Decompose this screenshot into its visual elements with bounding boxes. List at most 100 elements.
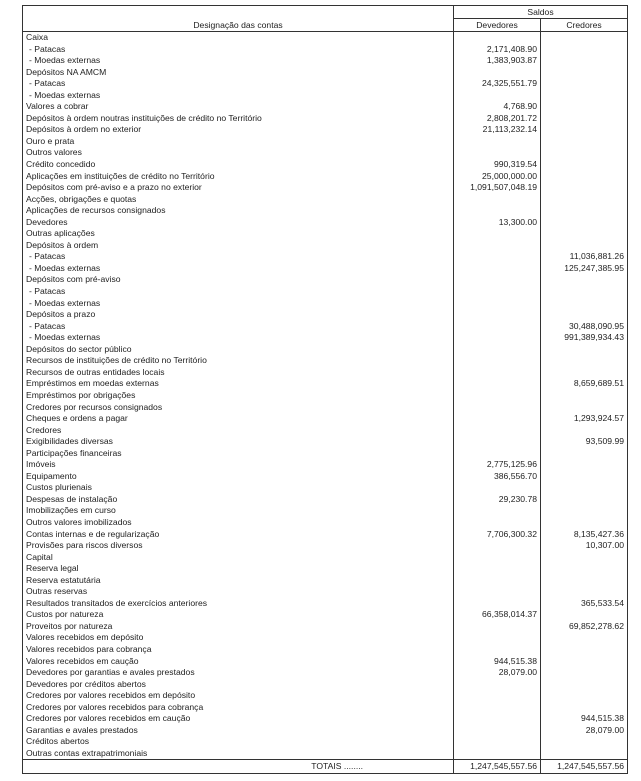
table-row: Depósitos à ordem <box>22 239 628 252</box>
credores-value <box>540 170 628 183</box>
totals-credores: 1,247,545,557.56 <box>540 759 628 775</box>
devedores-value <box>453 320 541 333</box>
credores-value <box>540 182 628 194</box>
account-name: Devedores por créditos abertos <box>22 678 454 691</box>
account-name: Outras contas extrapatrimoniais <box>22 747 454 760</box>
table-row: Depósitos do sector público <box>22 343 628 356</box>
devedores-value <box>453 262 541 275</box>
devedores-value <box>453 147 541 160</box>
account-name: Valores recebidos em caução <box>22 655 454 668</box>
account-name: Empréstimos por obrigações <box>22 389 454 402</box>
credores-value <box>540 343 628 356</box>
table-row: Contas internas e de regularização 7,706,… <box>22 528 628 541</box>
devedores-value: 1,091,507,048.19 <box>453 182 541 194</box>
credores-value: 10,307.00 <box>540 540 628 552</box>
account-name: Exigibilidades diversas <box>22 436 454 448</box>
account-name: Resultados transitados de exercícios ant… <box>22 597 454 610</box>
account-name: - Patacas <box>22 286 454 298</box>
table-row: Credores <box>22 424 628 437</box>
table-row: Outras contas extrapatrimoniais <box>22 747 628 760</box>
table-row: Depósitos à ordem no exterior 21,113,232.… <box>22 124 628 136</box>
table-row: Despesas de instalação 29,230.78 <box>22 493 628 506</box>
account-name: Depósitos à ordem <box>22 239 454 252</box>
devedores-value <box>453 251 541 263</box>
devedores-value <box>453 389 541 402</box>
devedores-value <box>453 690 541 702</box>
table-row: - Moedas externas 125,247,385.95 <box>22 262 628 275</box>
account-name: - Patacas <box>22 78 454 90</box>
account-name: Garantias e avales prestados <box>22 724 454 737</box>
credores-value: 28,079.00 <box>540 724 628 737</box>
credores-value <box>540 459 628 471</box>
devedores-value <box>453 66 541 79</box>
credores-value: 991,389,934.43 <box>540 332 628 344</box>
table-row: Equipamento 386,556.70 <box>22 470 628 483</box>
credores-value: 365,533.54 <box>540 597 628 610</box>
devedores-value <box>453 632 541 644</box>
table-row: Depósitos com pré-aviso e a prazo no ext… <box>22 182 628 194</box>
table-row: Imobilizações em curso <box>22 505 628 517</box>
devedores-value <box>453 413 541 425</box>
table-row: Outras reservas <box>22 586 628 598</box>
credores-value <box>540 574 628 587</box>
table-row: Depósitos a prazo <box>22 309 628 321</box>
credores-value <box>540 516 628 529</box>
account-name: - Patacas <box>22 320 454 333</box>
table-row: Empréstimos por obrigações <box>22 389 628 402</box>
table-row: Crédito concedido 990,319.54 <box>22 159 628 171</box>
account-name: Depósitos à ordem no exterior <box>22 124 454 136</box>
header-credores: Credores <box>540 18 628 32</box>
account-name: Valores a cobrar <box>22 101 454 113</box>
credores-value <box>540 286 628 298</box>
table-row: Recursos de outras entidades locais <box>22 366 628 379</box>
account-name: Depósitos à ordem noutras instituições d… <box>22 112 454 125</box>
credores-value <box>540 505 628 517</box>
credores-value <box>540 239 628 252</box>
account-name: - Moedas externas <box>22 55 454 67</box>
credores-value <box>540 112 628 125</box>
credores-value <box>540 124 628 136</box>
devedores-value <box>453 205 541 217</box>
credores-value <box>540 632 628 644</box>
devedores-value <box>453 643 541 656</box>
devedores-value: 29,230.78 <box>453 493 541 506</box>
table-row: - Moedas externas <box>22 297 628 310</box>
credores-value <box>540 55 628 67</box>
table-row: Credores por valores recebidos para cobr… <box>22 701 628 714</box>
account-name: - Patacas <box>22 43 454 56</box>
devedores-value <box>453 678 541 691</box>
account-name: Credores por valores recebidos para cobr… <box>22 701 454 714</box>
credores-value <box>540 89 628 102</box>
credores-value <box>540 297 628 310</box>
credores-value <box>540 643 628 656</box>
devedores-value: 7,706,300.32 <box>453 528 541 541</box>
devedores-value <box>453 401 541 414</box>
devedores-value: 66,358,014.37 <box>453 609 541 621</box>
account-name: Outros valores <box>22 147 454 160</box>
account-name: Imobilizações em curso <box>22 505 454 517</box>
credores-value <box>540 470 628 483</box>
credores-value <box>540 78 628 90</box>
table-row: Valores a cobrar 4,768.90 <box>22 101 628 113</box>
devedores-value: 944,515.38 <box>453 655 541 668</box>
totals-row: TOTAIS ........ 1,247,545,557.56 1,247,5… <box>22 759 628 775</box>
account-name: Recursos de outras entidades locais <box>22 366 454 379</box>
devedores-value <box>453 239 541 252</box>
account-name: Créditos abertos <box>22 736 454 748</box>
devedores-value <box>453 332 541 344</box>
table-row: Garantias e avales prestados 28,079.00 <box>22 724 628 737</box>
account-name: Imóveis <box>22 459 454 471</box>
credores-value <box>540 447 628 460</box>
account-name: Proveitos por natureza <box>22 620 454 633</box>
account-name: Acções, obrigações e quotas <box>22 193 454 206</box>
credores-value: 30,488,090.95 <box>540 320 628 333</box>
devedores-value <box>453 447 541 460</box>
devedores-value <box>453 355 541 367</box>
account-name: Devedores por garantias e avales prestad… <box>22 667 454 679</box>
credores-value <box>540 228 628 240</box>
credores-value <box>540 667 628 679</box>
account-name: Aplicações de recursos consignados <box>22 205 454 217</box>
devedores-value <box>453 724 541 737</box>
account-name: Outros valores imobilizados <box>22 516 454 529</box>
devedores-value <box>453 747 541 760</box>
